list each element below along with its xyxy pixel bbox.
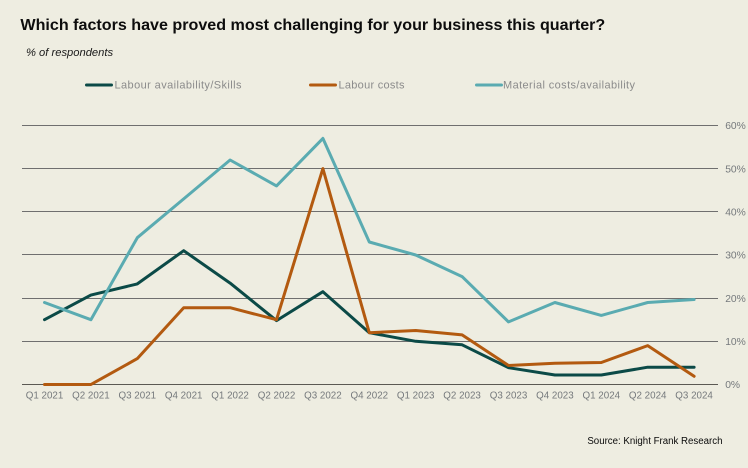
svg-text:60%: 60% <box>725 121 746 132</box>
svg-text:Q1 2023: Q1 2023 <box>397 391 435 402</box>
svg-text:% of respondents: % of respondents <box>26 47 113 59</box>
svg-text:Q4 2022: Q4 2022 <box>351 391 389 402</box>
svg-text:Labour costs: Labour costs <box>339 80 406 92</box>
svg-text:Q4 2023: Q4 2023 <box>536 391 574 402</box>
svg-text:Q4 2021: Q4 2021 <box>165 391 203 402</box>
svg-text:Q3 2023: Q3 2023 <box>490 391 528 402</box>
svg-text:Q1 2022: Q1 2022 <box>211 391 249 402</box>
svg-text:10%: 10% <box>725 337 746 348</box>
svg-text:Q2 2024: Q2 2024 <box>629 391 667 402</box>
svg-text:Q1 2021: Q1 2021 <box>26 391 64 402</box>
svg-text:40%: 40% <box>725 208 746 219</box>
svg-text:Q1 2024: Q1 2024 <box>583 391 621 402</box>
svg-text:Which factors have proved most: Which factors have proved most challengi… <box>20 16 605 34</box>
svg-text:Q3 2022: Q3 2022 <box>304 391 342 402</box>
svg-text:Labour availability/Skills: Labour availability/Skills <box>115 80 243 92</box>
svg-text:Q3 2021: Q3 2021 <box>119 391 157 402</box>
svg-text:30%: 30% <box>725 251 746 262</box>
svg-text:0%: 0% <box>725 380 740 391</box>
svg-text:20%: 20% <box>725 294 746 305</box>
svg-text:Material costs/availability: Material costs/availability <box>503 80 636 92</box>
svg-text:Q2 2022: Q2 2022 <box>258 391 296 402</box>
svg-text:Source: Knight Frank Research: Source: Knight Frank Research <box>587 436 722 447</box>
svg-text:Q2 2021: Q2 2021 <box>72 391 110 402</box>
svg-text:Q2 2023: Q2 2023 <box>443 391 481 402</box>
svg-text:Q3 2024: Q3 2024 <box>675 391 713 402</box>
svg-text:50%: 50% <box>725 164 746 175</box>
